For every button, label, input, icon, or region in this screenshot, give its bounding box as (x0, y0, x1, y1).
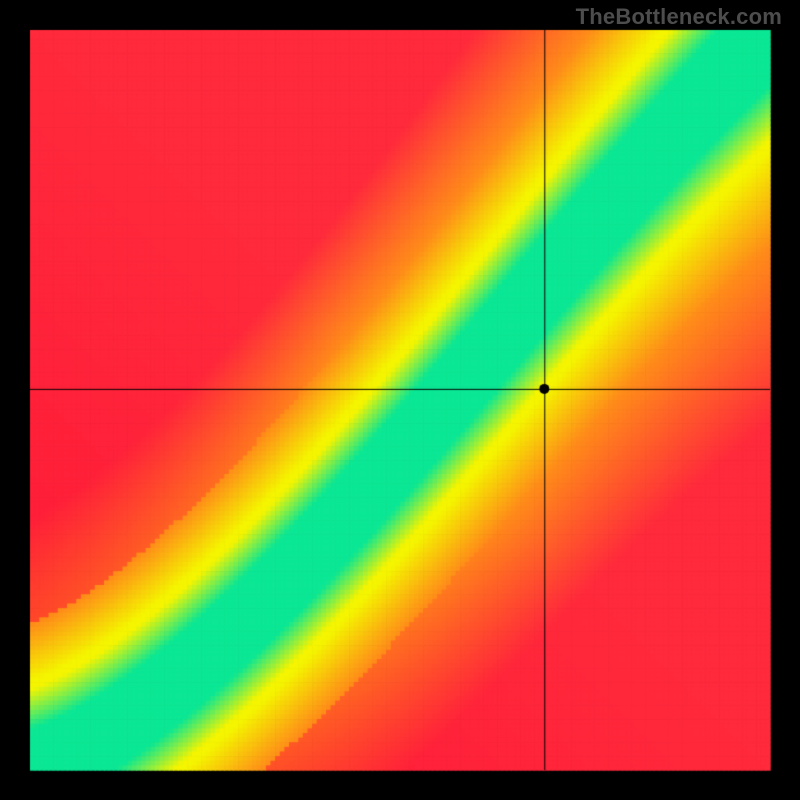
heatmap-canvas (0, 0, 800, 800)
chart-container: TheBottleneck.com (0, 0, 800, 800)
watermark-text: TheBottleneck.com (576, 4, 782, 30)
